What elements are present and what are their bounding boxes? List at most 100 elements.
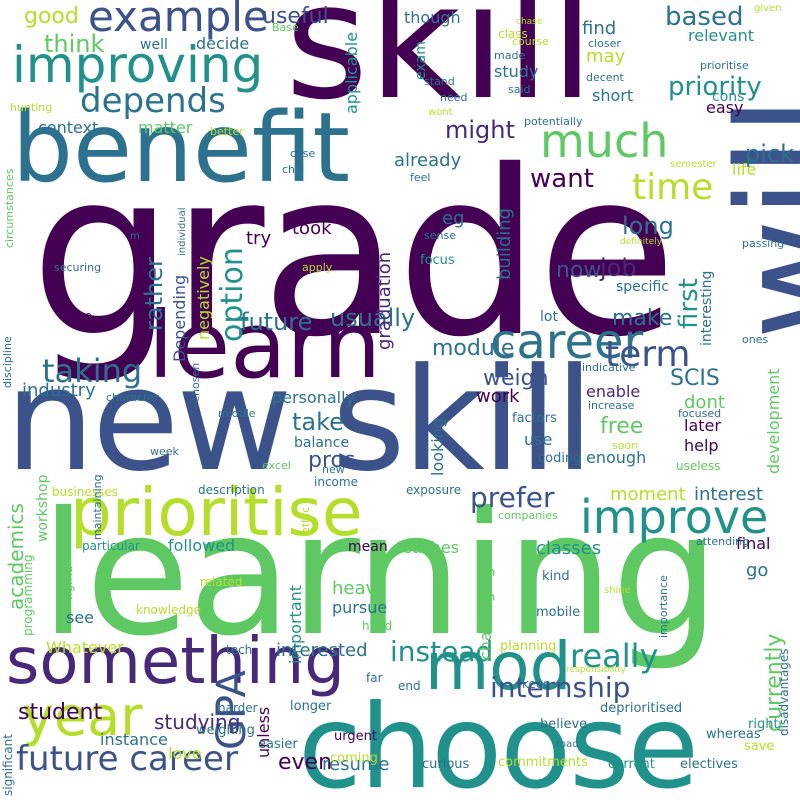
word-choose: choose — [298, 680, 699, 800]
word-semester: semester — [670, 159, 717, 170]
word-moment: moment — [610, 484, 686, 505]
word-figma: figma — [61, 565, 75, 600]
word-soon: soon — [612, 439, 639, 452]
word-grade: grade — [30, 121, 677, 387]
word-based: based — [665, 2, 744, 32]
word-mod: mod — [425, 628, 572, 705]
word-attending: attending — [696, 535, 750, 548]
word-harder: harder — [218, 701, 258, 715]
word-said: said — [508, 83, 531, 96]
word-example: example — [88, 0, 269, 41]
word-take: take — [292, 408, 344, 436]
word-teaches: teaches — [396, 538, 460, 557]
word-see: see — [66, 608, 95, 627]
word-end: end — [398, 679, 421, 693]
word-good: good — [24, 4, 79, 29]
word-businesses: businesses — [52, 485, 118, 499]
word-later: later — [684, 416, 721, 435]
word-sense: sense — [424, 229, 456, 242]
word-need: need — [440, 91, 468, 104]
word-individual: individual — [177, 207, 188, 256]
word-knowledge: knowledge — [136, 603, 202, 617]
word-exposure: exposure — [406, 483, 462, 497]
word-module: module — [432, 336, 515, 361]
word-disadvantages: disadvantages — [777, 648, 791, 736]
word-cons: cons — [712, 89, 745, 105]
word-improving: improving — [12, 36, 264, 94]
word-curious: curious — [422, 757, 470, 772]
word-kind: kind — [542, 569, 570, 584]
word-enable: enable — [586, 382, 641, 401]
word-responsibility: responsibility — [566, 665, 626, 675]
word-easier: easier — [258, 737, 298, 752]
word-love: love — [168, 744, 202, 763]
word-m: m — [130, 231, 140, 242]
word-prioritise-big: prioritise — [70, 474, 363, 551]
word-potentially: potentially — [524, 115, 583, 128]
word-longer: longer — [290, 699, 332, 714]
word-use: use — [524, 430, 553, 449]
word-took: took — [292, 218, 332, 239]
word-depending: Depending — [170, 274, 189, 362]
word-interest: interest — [694, 484, 764, 505]
word-study: study — [494, 62, 539, 81]
word-class: class — [498, 27, 528, 41]
word-matter: matter — [138, 118, 193, 137]
word-applicable: applicable — [342, 31, 361, 114]
word-work: work — [476, 386, 520, 407]
word-coding: coding — [538, 451, 582, 466]
word-apply: apply — [302, 261, 333, 274]
word-future-career: future career — [16, 739, 238, 779]
word-weighing: weighing — [196, 723, 255, 738]
word-mean: mean — [348, 539, 388, 555]
word-keen: keen — [522, 677, 551, 691]
word-significant: significant — [1, 734, 15, 796]
word-learn: learn — [148, 292, 382, 399]
word-skill: skill — [285, 0, 595, 135]
word-scis: SCIS — [670, 366, 720, 391]
word-future: future — [240, 308, 313, 336]
word-industry: industry — [22, 380, 96, 401]
word-programming: programming — [21, 554, 35, 636]
word-may: may — [586, 46, 626, 67]
word-urgent: urgent — [334, 729, 377, 744]
word-middle: middle — [218, 407, 256, 420]
word-even: even — [278, 750, 333, 775]
word-already: already — [394, 150, 462, 171]
word-student: student — [18, 700, 103, 725]
word-save: save — [744, 739, 775, 754]
word-life: life — [732, 160, 757, 179]
word-easy: easy — [706, 98, 744, 117]
word-pursue: pursue — [332, 598, 388, 617]
word-really: really — [570, 637, 659, 675]
word-current: current — [608, 757, 655, 772]
word-enough: enough — [586, 448, 647, 467]
word-circumstances: circumstances — [3, 168, 16, 248]
word-find: find — [582, 18, 617, 39]
word-improve: improve — [580, 490, 769, 544]
word-focused: focused — [678, 407, 722, 420]
word-eg: eg — [442, 208, 465, 229]
word-usually: usually — [330, 304, 416, 332]
word-wont: wont — [428, 107, 453, 118]
word-graduation: graduation — [374, 251, 395, 350]
word-now: now — [556, 258, 602, 283]
word-prefer: prefer — [470, 481, 555, 514]
word-dont: dont — [684, 392, 725, 413]
word-ones: ones — [742, 333, 769, 346]
word-lot: lot — [540, 309, 558, 325]
word-importance: importance — [657, 575, 670, 638]
word-far: far — [366, 671, 383, 685]
word-relevant: relevant — [688, 26, 755, 45]
word-instead: instead — [390, 635, 494, 668]
word-better: better — [210, 125, 244, 138]
word-studying: studying — [154, 710, 241, 734]
word-character: character — [106, 391, 159, 404]
word-context: context — [38, 118, 99, 137]
word-building: building — [494, 207, 515, 280]
word-negatively: negatively — [194, 256, 213, 340]
word-related: related — [200, 575, 243, 589]
word-definitely: definitely — [620, 237, 663, 247]
word-useless: useless — [676, 459, 721, 473]
